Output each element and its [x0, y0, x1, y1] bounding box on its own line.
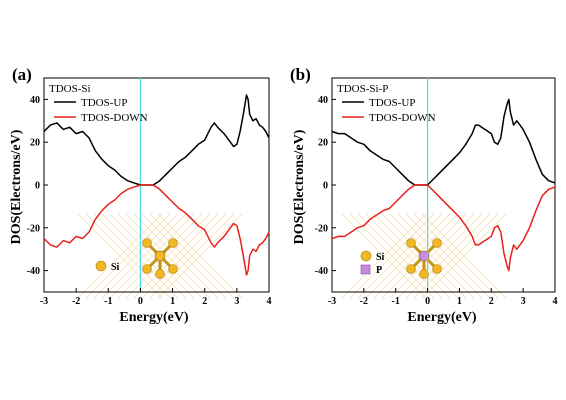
x-tick-label: 4: [553, 296, 558, 307]
x-tick-label: 3: [234, 296, 239, 307]
y-tick-label: -40: [27, 266, 40, 277]
x-tick-label: 3: [521, 296, 526, 307]
x-tick-label: -1: [392, 296, 400, 307]
center-atom-icon: [154, 250, 166, 262]
x-tick-label: 2: [202, 296, 207, 307]
si-atom-icon: [419, 269, 429, 279]
si-atom-icon: [155, 269, 165, 279]
x-tick-label: 2: [489, 296, 494, 307]
si-atom-icon: [432, 238, 442, 248]
panel-a: (a) DOS(Electrons/eV) Energy(eV) Si -3 -2…: [9, 65, 272, 325]
si-legend-icon: [360, 250, 372, 262]
lattice-line: [157, 213, 243, 299]
ylabel-a: DOS(Electrons/eV): [9, 129, 24, 244]
series-line-tdos-up-a: [43, 94, 270, 186]
y-tick-label: 20: [30, 138, 40, 149]
series-line-tdos-up-b: [331, 98, 556, 186]
lattice-line: [149, 213, 235, 299]
si-legend-label: Si: [376, 252, 385, 263]
x-tick-label: 4: [267, 296, 272, 307]
y-tick-label: 0: [35, 181, 40, 192]
series-line-tdos-down-a: [43, 184, 270, 276]
x-tick-label: 0: [425, 296, 430, 307]
panel-b: (b) DOS(Electrons/eV) Energy(eV) SiP -3-…: [290, 65, 558, 325]
x-tick-label: 1: [457, 296, 462, 307]
p-legend-icon: [360, 264, 371, 275]
si-atom-icon: [406, 238, 416, 248]
x-tick-label: 1: [170, 296, 175, 307]
y-tick-label: -20: [27, 223, 40, 234]
lattice-line: [389, 213, 475, 299]
center-atom-icon: [418, 250, 430, 262]
y-tick-label: 0: [323, 181, 328, 192]
y-tick-label: -40: [315, 266, 328, 277]
si-legend-label: Si: [111, 262, 120, 273]
plot-area-b: -3 -2 -1 0 1 2 3 4 -40 -20 0 20 40 TDOS-Si-P TDOS-UP TD…: [315, 77, 558, 307]
lattice-line: [421, 213, 507, 299]
y-tick-label: 40: [30, 95, 40, 106]
xlabel-a: Energy(eV): [119, 310, 189, 325]
legend-label: TDOS-DOWN: [81, 112, 148, 124]
y-tick-label: -20: [315, 223, 328, 234]
x-tick-label: 0: [138, 296, 143, 307]
lattice-line: [405, 213, 491, 299]
p-legend-label: P: [376, 265, 382, 276]
chart-title-a: TDOS-Si: [49, 83, 91, 95]
lattice-line: [373, 213, 459, 299]
si-atom-icon: [168, 264, 178, 274]
x-tick-label: -3: [40, 296, 48, 307]
legend-label: TDOS-UP: [81, 97, 127, 109]
x-tick-label: -3: [328, 296, 336, 307]
si-atom-icon: [168, 238, 178, 248]
legend-label: TDOS-DOWN: [369, 112, 436, 124]
series-line-tdos-down-b: [331, 184, 556, 272]
panel-label-b: (b): [290, 65, 311, 84]
crystal-inset-b: Si P: [341, 213, 507, 299]
xlabel-b: Energy(eV): [407, 310, 477, 325]
si-atom-icon: [432, 264, 442, 274]
si-legend-icon: [95, 260, 107, 272]
si-atom-icon: [142, 264, 152, 274]
ylabel-b: DOS(Electrons/eV): [292, 129, 307, 244]
y-tick-label: 40: [318, 95, 328, 106]
chart-title-b: TDOS-Si-P: [337, 83, 388, 95]
legend-label: TDOS-UP: [369, 97, 415, 109]
lattice-line: [109, 213, 195, 299]
x-tick-label: -2: [72, 296, 80, 307]
lattice-line: [141, 213, 227, 299]
panel-label-a: (a): [12, 65, 32, 84]
y-tick-label: 20: [318, 138, 328, 149]
crystal-inset-a: Si: [77, 213, 243, 299]
x-tick-label: -1: [104, 296, 112, 307]
lattice-line: [133, 213, 219, 299]
plot-area-a: -3 -2 -1 0 1 2 3 4 -40 -20 0 20 40 TDOS-Si TDOS-UP TDOS…: [27, 77, 272, 307]
x-tick-label: -2: [360, 296, 368, 307]
si-atom-icon: [406, 264, 416, 274]
si-atom-icon: [142, 238, 152, 248]
